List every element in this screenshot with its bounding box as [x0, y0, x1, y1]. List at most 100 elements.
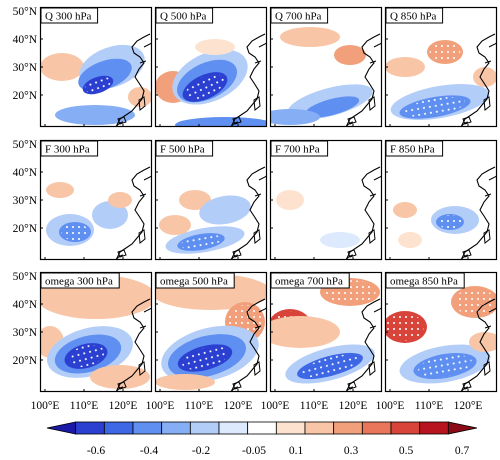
- colorbar-tick-label: 0.7: [455, 445, 470, 457]
- contour-region: [469, 332, 497, 352]
- panel-title-box: [385, 140, 444, 157]
- panel-title-box: [40, 272, 120, 289]
- panel-title: omega 500 hPa: [160, 276, 228, 288]
- panel-title: F 700 hPa: [275, 144, 320, 156]
- map-panel-2-0: omega 300 hPa: [39, 271, 153, 393]
- contour-region: [155, 374, 215, 390]
- colorbar-segment: [218, 421, 249, 435]
- longitude-label: 120°E: [109, 400, 138, 412]
- latitude-label: 30°N: [13, 62, 38, 74]
- contour-region: [92, 201, 128, 229]
- panel-title-box: [40, 140, 99, 157]
- contour-region: [270, 109, 320, 125]
- colorbar-segment: [333, 421, 363, 435]
- panel-title: F 500 hPa: [160, 144, 205, 156]
- latitude-axis: 50°N 40°N 30°N 20°N 50°N 40°N 30°N 20°N 50°N 40°N…: [13, 6, 38, 367]
- colorbar-tick-label: -0.6: [87, 445, 105, 457]
- colorbar-tick-label: 0.5: [399, 445, 414, 457]
- contour-region: [320, 232, 360, 248]
- colorbar-segment: [75, 421, 105, 435]
- panel-title: F 300 hPa: [45, 144, 90, 156]
- longitude-label: 110°E: [185, 400, 213, 412]
- latitude-label: 50°N: [13, 139, 38, 151]
- panel-title-box: [270, 140, 329, 157]
- colorbar-arrow-right: [447, 421, 478, 435]
- colorbar-segment: [275, 421, 306, 435]
- significance-stipple: [181, 346, 229, 370]
- colorbar-tick-label: 0.3: [344, 445, 359, 457]
- colorbar-segment: [132, 421, 163, 435]
- colorbar-tick-label: -0.2: [192, 445, 210, 457]
- map-panel-1-3: F 850 hPa: [384, 139, 498, 261]
- significance-stipple: [85, 77, 111, 93]
- map-panel-1-0: F 300 hPa: [39, 139, 153, 261]
- colorbar-segment: [419, 421, 449, 435]
- longitude-label: 100°E: [31, 400, 60, 412]
- panel-title-box: [270, 7, 329, 24]
- panel-title-box: [155, 7, 214, 24]
- map-panel-1-1: F 500 hPa: [154, 139, 268, 261]
- latitude-label: 20°N: [13, 355, 38, 367]
- contour-region: [398, 232, 422, 248]
- longitude-label: 120°E: [339, 400, 368, 412]
- contour-region: [385, 57, 425, 77]
- contour-region: [276, 190, 304, 210]
- latitude-label: 50°N: [13, 6, 38, 18]
- latitude-label: 30°N: [13, 195, 38, 207]
- panel-title-box: [40, 7, 99, 24]
- map-panel-0-3: Q 850 hPa: [384, 6, 498, 128]
- significance-stipple: [454, 288, 496, 316]
- latitude-label: 50°N: [13, 271, 38, 283]
- contour-region: [334, 45, 366, 65]
- colorbar-tick-label: -0.4: [140, 445, 158, 457]
- significance-stipple: [180, 234, 222, 250]
- contour-region: [108, 192, 132, 208]
- contour-region: [179, 190, 211, 210]
- significance-stipple: [404, 97, 466, 117]
- contour-region: [40, 53, 84, 81]
- longitude-label: 100°E: [261, 400, 290, 412]
- panel-title-box: [155, 140, 214, 157]
- panel-title: F 850 hPa: [390, 144, 435, 156]
- colorbar-tick-label: -0.05: [242, 445, 266, 457]
- colorbar-segment: [247, 421, 277, 435]
- longitude-label: 100°E: [146, 400, 175, 412]
- contour-region: [128, 87, 152, 107]
- significance-stipple: [186, 74, 224, 100]
- contour-region: [90, 365, 150, 389]
- longitude-label: 110°E: [70, 400, 98, 412]
- contour-region: [280, 27, 340, 47]
- significance-stipple: [386, 313, 424, 341]
- colorbar: -0.6 -0.4 -0.2 -0.05 0.1 0.3 0.5 0.7: [46, 421, 478, 457]
- panel-title: omega 300 hPa: [45, 276, 113, 288]
- significance-stipple: [438, 215, 462, 229]
- colorbar-arrow-left: [46, 421, 77, 435]
- panel-title-box: [385, 272, 465, 289]
- latitude-label: 40°N: [13, 167, 38, 179]
- map-panel-1-2: F 700 hPa: [269, 139, 383, 261]
- longitude-label: 100°E: [376, 400, 405, 412]
- latitude-label: 30°N: [13, 327, 38, 339]
- significance-stipple: [429, 41, 461, 63]
- panel-title: omega 850 hPa: [390, 276, 458, 288]
- panel-grid: Q 300 hPa Q 500 hPa Q 700 hPa Q 850 hPa F 30…: [39, 6, 498, 393]
- colorbar-tick-label: 0.1: [289, 445, 304, 457]
- panel-title: Q 300 hPa: [45, 11, 92, 23]
- contour-region: [55, 105, 135, 125]
- panel-title-box: [155, 272, 235, 289]
- contour-region: [473, 67, 497, 87]
- colorbar-segment: [304, 421, 335, 435]
- contour-region: [46, 182, 74, 198]
- panel-title: Q 850 hPa: [390, 11, 437, 23]
- map-panel-2-2: omega 700 hPa: [269, 271, 383, 393]
- contour-region: [270, 316, 340, 348]
- panel-title-box: [385, 7, 444, 24]
- contour-region: [199, 195, 251, 225]
- panel-title-box: [270, 272, 350, 289]
- contour-region: [159, 215, 191, 235]
- significance-stipple: [61, 223, 89, 241]
- panel-title: Q 500 hPa: [160, 11, 207, 23]
- longitude-label: 120°E: [224, 400, 253, 412]
- longitude-label: 110°E: [415, 400, 443, 412]
- latitude-label: 40°N: [13, 34, 38, 46]
